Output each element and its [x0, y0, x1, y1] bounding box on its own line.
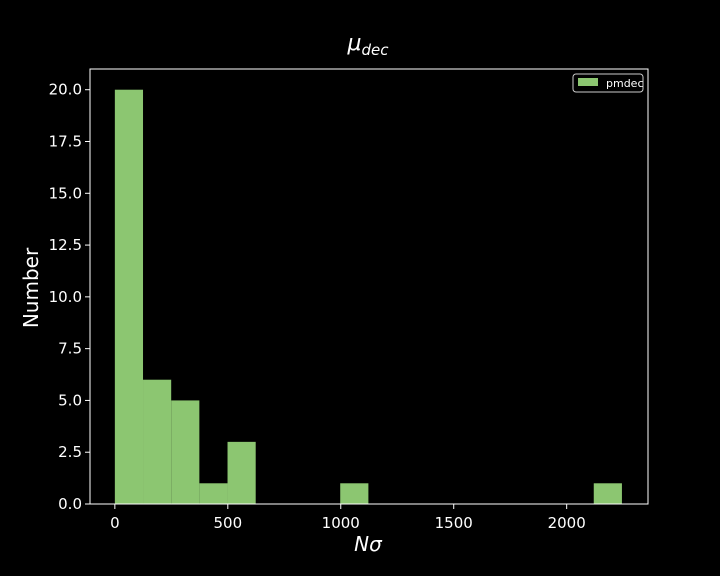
- x-tick-label: 1000: [322, 514, 360, 532]
- legend-entry-pmdec: pmdec: [606, 77, 644, 90]
- y-axis-label: Number: [19, 247, 43, 328]
- histogram-bar: [340, 483, 369, 504]
- x-axis-label: Nσ: [354, 532, 383, 556]
- histogram-bar: [227, 441, 256, 504]
- histogram-bar: [199, 483, 228, 504]
- y-tick-label: 12.5: [49, 236, 82, 254]
- y-tick-label: 20.0: [49, 81, 82, 99]
- histogram-bar: [143, 379, 172, 504]
- x-axis-ticks: 0 500 1000 1500 2000: [110, 504, 586, 532]
- histogram-bar: [114, 89, 144, 505]
- y-axis-ticks: 0.0 2.5 5.0 7.5 10.0 12.5 15.0 17.5 20.0: [49, 81, 90, 513]
- x-tick-label: 2000: [548, 514, 586, 532]
- legend-swatch-pmdec: [578, 78, 598, 86]
- legend: pmdec: [572, 73, 644, 93]
- x-tick-label: 500: [213, 514, 242, 532]
- x-tick-label: 1500: [435, 514, 473, 532]
- y-tick-label: 0.0: [58, 495, 82, 513]
- histogram-bar: [593, 483, 622, 504]
- x-tick-label: 0: [110, 514, 120, 532]
- histogram-bar: [171, 400, 200, 504]
- y-tick-label: 10.0: [49, 288, 82, 306]
- chart-title: μdec: [347, 31, 390, 59]
- y-tick-label: 7.5: [58, 340, 82, 358]
- plot-frame: [89, 68, 649, 505]
- y-tick-label: 17.5: [49, 133, 82, 151]
- y-tick-label: 15.0: [49, 184, 82, 202]
- bars-group: [114, 89, 622, 505]
- y-tick-label: 5.0: [58, 391, 82, 409]
- y-tick-label: 2.5: [58, 443, 82, 461]
